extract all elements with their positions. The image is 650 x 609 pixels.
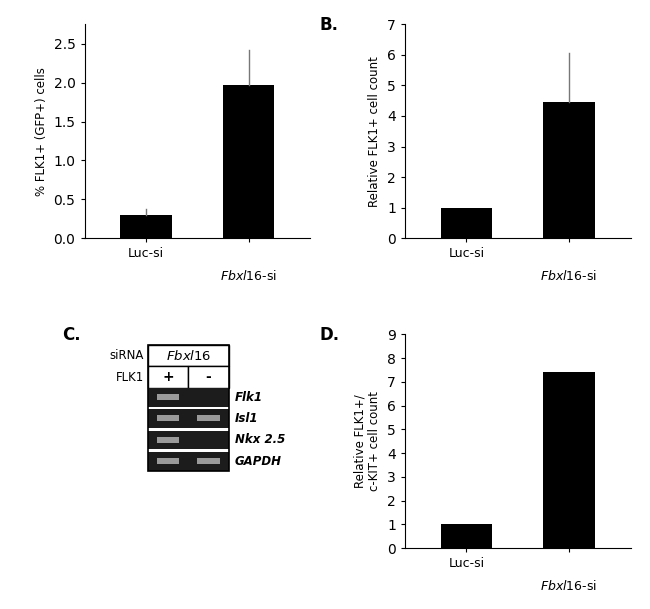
Text: $\bf{\it{Fbxl16}}$: $\bf{\it{Fbxl16}}$ [166, 349, 211, 363]
Bar [157, 437, 179, 443]
Text: FLK1: FLK1 [116, 371, 144, 384]
Bar [188, 367, 229, 388]
Bar [198, 415, 220, 421]
Y-axis label: Relative FLK1+/
c-KIT+ cell count: Relative FLK1+/ c-KIT+ cell count [354, 391, 382, 491]
Bar [157, 458, 179, 464]
Bar [157, 415, 179, 421]
Bar [148, 452, 229, 471]
Bar [223, 85, 274, 238]
Bar [543, 372, 595, 548]
Bar [198, 458, 220, 464]
Bar [148, 449, 229, 452]
Y-axis label: % FLK1+ (GFP+) cells: % FLK1+ (GFP+) cells [35, 67, 48, 195]
Bar [148, 367, 188, 388]
Bar [148, 388, 229, 407]
Bar [157, 394, 179, 400]
Text: C.: C. [62, 326, 81, 343]
Text: $\mathit{Fbxl16}$-si: $\mathit{Fbxl16}$-si [220, 269, 277, 283]
Bar [148, 428, 229, 431]
Text: siRNA: siRNA [110, 349, 144, 362]
Bar [441, 208, 492, 238]
Bar [120, 215, 172, 238]
Y-axis label: Relative FLK1+ cell count: Relative FLK1+ cell count [369, 56, 382, 206]
Bar [441, 524, 492, 548]
Bar [148, 345, 229, 471]
Bar [148, 409, 229, 428]
Text: B.: B. [319, 16, 338, 34]
Text: GAPDH: GAPDH [235, 455, 281, 468]
Text: Nkx 2.5: Nkx 2.5 [235, 434, 285, 446]
Bar [148, 345, 229, 367]
Text: -: - [205, 370, 211, 384]
Bar [148, 431, 229, 449]
Bar [148, 407, 229, 409]
Text: D.: D. [319, 326, 339, 343]
Text: +: + [162, 370, 174, 384]
Bar [543, 102, 595, 238]
Text: $\mathit{Fbxl16}$-si: $\mathit{Fbxl16}$-si [540, 269, 597, 283]
Text: $\mathit{Fbxl16}$-si: $\mathit{Fbxl16}$-si [540, 579, 597, 593]
Text: Flk1: Flk1 [235, 391, 263, 404]
Text: Isl1: Isl1 [235, 412, 258, 425]
